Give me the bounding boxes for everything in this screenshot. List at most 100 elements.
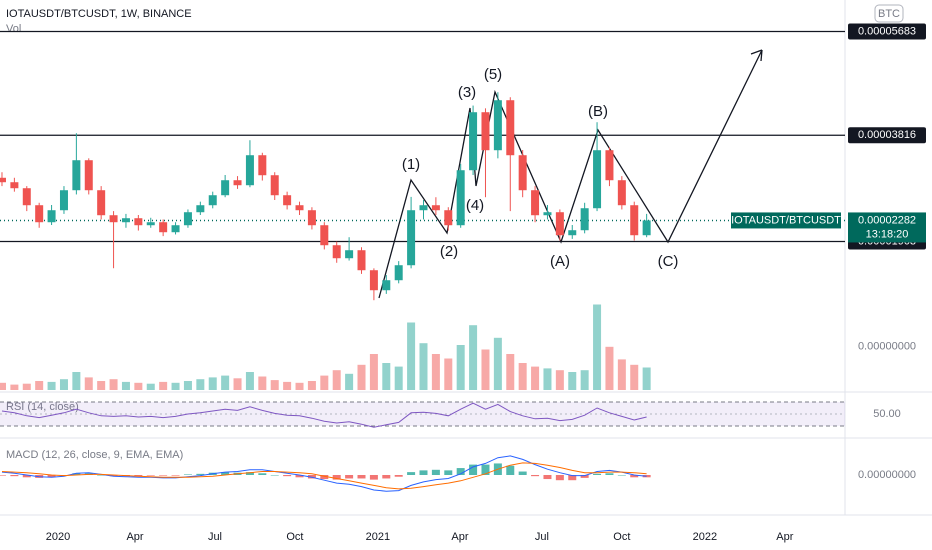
candle-body (555, 212, 564, 236)
candle-body (419, 205, 428, 211)
x-tick-label: Apr (451, 531, 468, 543)
macd-histogram-bar (394, 475, 403, 477)
macd-label: MACD (12, 26, close, 9, EMA, EMA) (6, 449, 183, 461)
candle-body (506, 100, 515, 156)
level-label-box (848, 23, 926, 40)
volume-bar (444, 358, 453, 390)
macd-histogram-bar (469, 464, 478, 475)
candle-body (22, 188, 31, 206)
candle-body (183, 212, 192, 226)
macd-histogram-bar (642, 475, 651, 478)
wave-label: (1) (402, 156, 420, 173)
macd-histogram-bar (221, 472, 230, 475)
x-tick-label: 2020 (46, 531, 70, 543)
candle-body (270, 175, 279, 196)
macd-histogram-bar (369, 475, 378, 480)
macd-histogram-bar (456, 468, 465, 475)
candle-body (121, 218, 130, 223)
candle-body (0, 177, 6, 183)
macd-histogram-bar (320, 475, 329, 480)
volume-bar (481, 349, 490, 390)
macd-histogram-bar (506, 465, 515, 475)
candle-body (394, 265, 403, 281)
volume-bar (134, 382, 143, 390)
currency-badge[interactable] (874, 4, 904, 23)
volume-bar (320, 375, 329, 390)
volume-bar (518, 363, 527, 390)
wave-label: (B) (588, 103, 608, 120)
volume-tick-label: 0.00000000 (858, 341, 916, 353)
volume-bar (568, 372, 577, 390)
wave-label: (3) (458, 84, 476, 101)
macd-histogram-bar (630, 475, 639, 478)
macd-histogram-bar (419, 470, 428, 475)
macd-histogram-bar (47, 475, 56, 478)
macd-histogram-bar (10, 475, 19, 477)
level-label: 0.00005683 (858, 25, 916, 37)
candle-body (245, 155, 254, 186)
macd-histogram-bar (531, 475, 540, 477)
macd-histogram-bar (605, 473, 614, 475)
volume-bar (97, 381, 106, 390)
macd-histogram-bar (617, 475, 626, 476)
macd-line (1, 455, 647, 492)
x-tick-label: Jul (208, 531, 222, 543)
volume-bar (59, 379, 68, 390)
candle-body (456, 170, 465, 226)
candle-body (531, 190, 540, 216)
candle-body (642, 220, 651, 236)
volume-bar (109, 379, 118, 390)
macd-tick-label: 0.00000000 (858, 469, 916, 481)
volume-bar (208, 377, 217, 390)
wave-label: (C) (658, 253, 679, 270)
candle-body (221, 180, 230, 196)
candle-body (283, 195, 292, 206)
volume-bar (382, 363, 391, 390)
candle-body (35, 205, 44, 223)
volume-bar (196, 379, 205, 390)
volume-bar (543, 368, 552, 390)
macd-histogram-bar (568, 475, 577, 481)
macd-histogram-bar (543, 475, 552, 480)
volume-bar (72, 372, 81, 390)
last-price-label: 0.00002282 (858, 214, 916, 226)
macd-histogram-bar (72, 473, 81, 475)
volume-bar (245, 372, 254, 390)
candle-body (159, 222, 168, 233)
volume-bar (171, 382, 180, 390)
macd-histogram-bar (159, 475, 168, 476)
volume-bar (307, 381, 316, 390)
macd-histogram-bar (555, 475, 564, 481)
macd-histogram-bar (0, 475, 6, 476)
macd-histogram-bar (481, 464, 490, 475)
countdown: 13:18:20 (866, 228, 909, 240)
volume-bar (506, 354, 515, 390)
candle-body (481, 112, 490, 151)
candle-body (493, 100, 502, 151)
last-price-box (848, 212, 926, 243)
macd-histogram-bar (307, 475, 316, 479)
volume-bar (146, 383, 155, 390)
candle-body (59, 190, 68, 211)
x-tick-label: Apr (776, 531, 793, 543)
macd-histogram-bar (593, 473, 602, 475)
macd-histogram-bar (97, 475, 106, 476)
volume-bar (407, 322, 416, 390)
macd-histogram-bar (270, 475, 279, 476)
volume-bar (283, 381, 292, 390)
volume-bar (121, 381, 130, 390)
volume-bar (47, 381, 56, 390)
x-tick-label: 2021 (366, 531, 390, 543)
macd-histogram-bar (183, 474, 192, 475)
level-label-box (848, 127, 926, 144)
volume-bar (431, 354, 440, 390)
candle-body (320, 225, 329, 246)
macd-histogram-bar (245, 472, 254, 475)
volume-bar (630, 364, 639, 390)
wave-label: (A) (550, 253, 570, 270)
volume-bar (531, 366, 540, 390)
volume-bar (10, 384, 19, 390)
macd-histogram-bar (518, 471, 527, 475)
candle-body (580, 208, 589, 231)
volume-bar (593, 304, 602, 390)
